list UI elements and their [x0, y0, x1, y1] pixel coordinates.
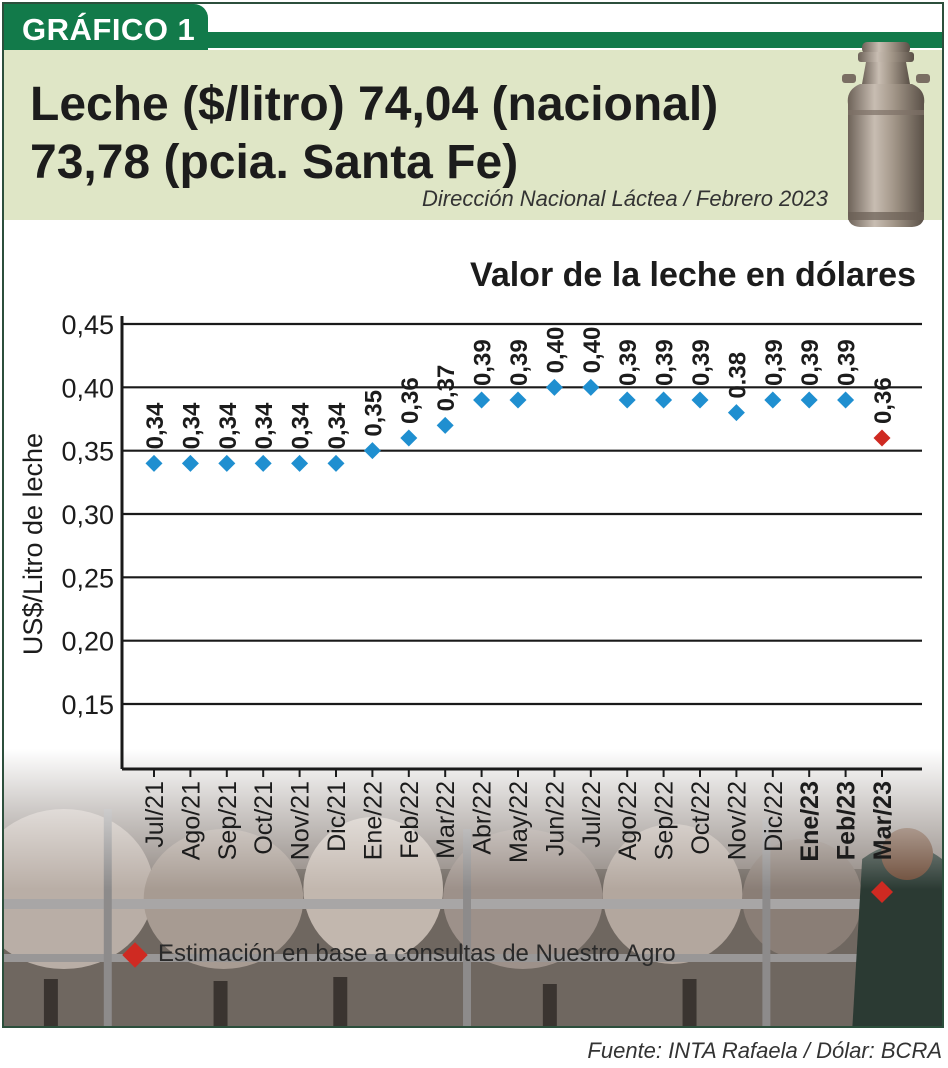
- y-tick-label: 0,40: [61, 373, 114, 403]
- data-point: [436, 416, 454, 434]
- data-point: [655, 391, 673, 409]
- x-tick-label: Abr/22: [469, 781, 497, 855]
- x-tick-label: Sep/22: [651, 781, 679, 860]
- data-point: [691, 391, 709, 409]
- data-point: [837, 391, 855, 409]
- data-point: [363, 442, 381, 460]
- data-label: 0,36: [870, 377, 897, 424]
- x-tick-label: May/22: [505, 781, 533, 863]
- data-point: [618, 391, 636, 409]
- x-tick-label: Jun/22: [541, 781, 569, 856]
- milk-can-icon: [842, 42, 930, 227]
- x-tick-label: Ene/23: [796, 781, 824, 862]
- data-label: 0,34: [324, 402, 351, 449]
- data-label: 0,34: [288, 402, 315, 449]
- data-label: 0,34: [142, 402, 169, 449]
- data-point: [181, 454, 199, 472]
- y-axis-label: US$/Litro de leche: [18, 433, 48, 655]
- data-label: 0,35: [360, 390, 387, 437]
- y-tick-label: 0,20: [61, 627, 114, 657]
- data-label: 0,40: [542, 327, 569, 374]
- data-point: [509, 391, 527, 409]
- x-tick-label: Ago/21: [177, 781, 205, 860]
- estimate-category-marker: [871, 881, 893, 903]
- y-tick-label: 0,35: [61, 437, 114, 467]
- x-tick-label: Mar/23: [869, 781, 897, 860]
- chart-title: Valor de la leche en dólares: [470, 256, 916, 294]
- header-panel: Leche ($/litro) 74,04 (nacional) 73,78 (…: [4, 50, 942, 220]
- chart-frame: GRÁFICO 1 Leche ($/litro) 74,04 (naciona…: [2, 2, 944, 1028]
- data-label: 0,34: [251, 402, 278, 449]
- data-label: 0,39: [834, 339, 861, 386]
- data-point: [254, 454, 272, 472]
- data-label: 0,36: [397, 377, 424, 424]
- x-tick-label: Jul/22: [578, 781, 606, 848]
- headline-line-2: 73,78 (pcia. Santa Fe): [30, 136, 519, 189]
- y-tick-label: 0,45: [61, 310, 114, 340]
- data-label: 0,39: [761, 339, 788, 386]
- data-point: [218, 454, 236, 472]
- chart-svg: 0,15 0,20 0,25 0,30 0,35 0,40 0,45 US$/Litro de…: [18, 310, 922, 903]
- estimate-note: Estimación en base a consultas de Nuestr…: [158, 940, 676, 967]
- headline-line-1: Leche ($/litro) 74,04 (nacional): [30, 78, 719, 131]
- x-tick-label: Sep/21: [214, 781, 242, 860]
- estimate-point: [873, 429, 891, 447]
- data-point: [800, 391, 818, 409]
- data-point: [291, 454, 309, 472]
- estimate-legend-text: Estimación en base a consultas de Nuestr…: [124, 940, 676, 968]
- data-label: 0,39: [797, 339, 824, 386]
- headline: Leche ($/litro) 74,04 (nacional) 73,78 (…: [30, 76, 718, 192]
- data-label: 0.38: [724, 352, 751, 399]
- x-tick-label: Feb/23: [833, 781, 861, 860]
- milking-parlor-photo: [4, 749, 942, 1026]
- data-point: [545, 378, 563, 396]
- x-tick-label: Ene/22: [359, 781, 387, 860]
- x-tick-label: Nov/21: [287, 781, 315, 860]
- data-label: 0,39: [506, 339, 533, 386]
- data-point: [764, 391, 782, 409]
- x-tick-label: Ago/22: [614, 781, 642, 860]
- y-tick-label: 0,15: [61, 690, 114, 720]
- data-label: 0,39: [688, 339, 715, 386]
- figure-badge: GRÁFICO 1: [4, 4, 208, 56]
- x-tick-label: Feb/22: [396, 781, 424, 859]
- data-label: 0,37: [433, 365, 460, 412]
- y-tick-label: 0,25: [61, 563, 114, 593]
- data-point: [145, 454, 163, 472]
- data-label: 0,39: [652, 339, 679, 386]
- source-credit: Fuente: INTA Rafaela / Dólar: BCRA: [587, 1038, 942, 1063]
- data-point: [327, 454, 345, 472]
- x-tick-label: Oct/22: [687, 781, 715, 855]
- y-tick-label: 0,30: [61, 500, 114, 530]
- data-point: [400, 429, 418, 447]
- x-tick-label: Jul/21: [141, 781, 169, 848]
- data-label: 0,39: [470, 339, 497, 386]
- x-tick-label: Mar/22: [432, 781, 460, 859]
- data-point: [473, 391, 491, 409]
- header-subtitle: Dirección Nacional Láctea / Febrero 2023: [421, 186, 828, 211]
- data-label: 0,34: [215, 402, 242, 449]
- data-point: [582, 378, 600, 396]
- x-tick-label: Dic/21: [323, 781, 351, 852]
- data-label: 0,40: [579, 327, 606, 374]
- x-tick-label: Dic/22: [760, 781, 788, 852]
- x-tick-label: Nov/22: [723, 781, 751, 860]
- green-strip: [194, 32, 942, 48]
- x-tick-label: Oct/21: [250, 781, 278, 855]
- data-label: 0,34: [178, 402, 205, 449]
- data-point: [727, 404, 745, 422]
- data-label: 0,39: [615, 339, 642, 386]
